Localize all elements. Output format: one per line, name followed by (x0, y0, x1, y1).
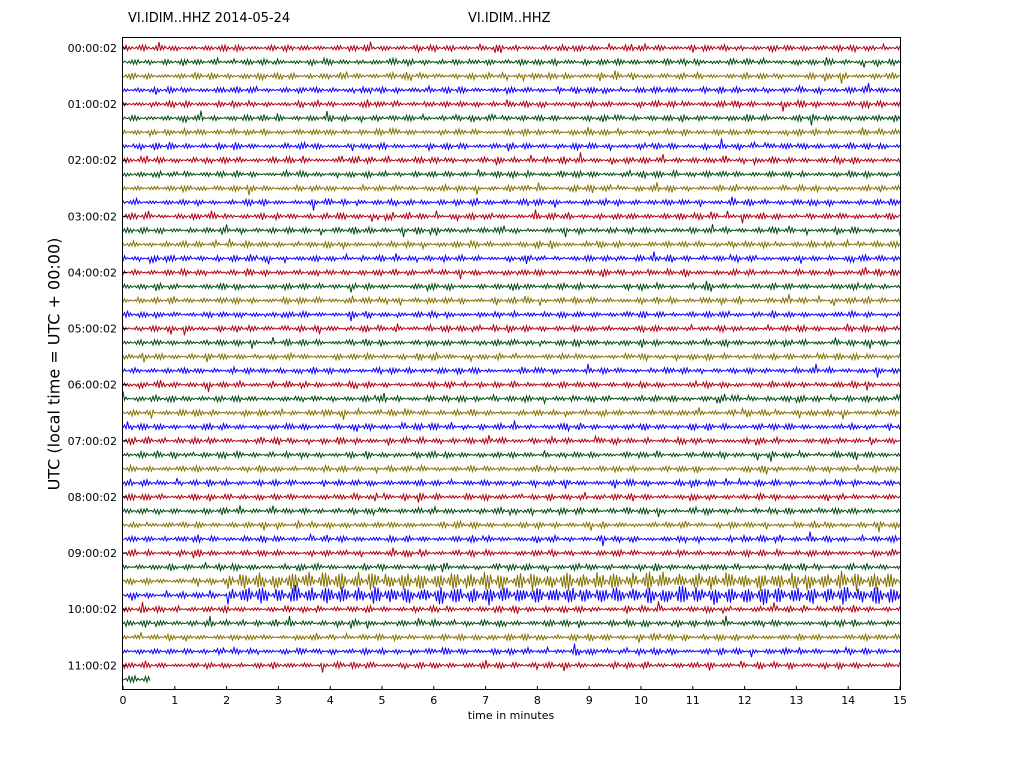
y-tick-label: 00:00:02 (68, 42, 117, 55)
seismic-trace (122, 126, 901, 138)
seismic-trace (122, 561, 901, 574)
seismic-trace (122, 196, 901, 211)
seismic-trace (122, 379, 901, 393)
y-tick-label: 06:00:02 (68, 379, 117, 392)
y-tick-label: 11:00:02 (68, 659, 117, 672)
seismic-trace (122, 615, 901, 629)
seismic-trace (122, 182, 901, 196)
seismic-trace (122, 420, 901, 433)
seismic-trace (122, 293, 901, 307)
x-tick-label: 7 (482, 694, 489, 707)
trace-group (122, 41, 901, 685)
seismic-trace (122, 41, 901, 54)
seismic-trace (122, 152, 901, 167)
y-axis-label: UTC (local time = UTC + 00:00) (44, 237, 64, 491)
y-tick-label: 04:00:02 (68, 266, 117, 279)
y-tick-label: 05:00:02 (68, 323, 117, 336)
seismic-trace (122, 224, 901, 238)
seismic-trace (122, 601, 901, 615)
x-tick-label: 5 (379, 694, 386, 707)
seismic-trace (122, 209, 901, 224)
x-tick-label: 10 (634, 694, 648, 707)
x-tick-label: 14 (841, 694, 855, 707)
seismic-trace (122, 570, 901, 592)
seismic-trace (122, 673, 151, 685)
seismic-trace (122, 98, 901, 112)
y-tick-label: 01:00:02 (68, 98, 117, 111)
seismic-trace (122, 585, 901, 606)
x-tick-label: 3 (275, 694, 282, 707)
seismic-trace (122, 463, 901, 475)
y-tick-label: 03:00:02 (68, 210, 117, 223)
y-tick-label: 10:00:02 (68, 603, 117, 616)
date-title: VI.IDIM..HHZ 2014-05-24 (128, 11, 291, 26)
seismic-trace (122, 363, 901, 378)
x-tick-label: 1 (171, 694, 178, 707)
seismic-trace (122, 491, 901, 503)
x-tick-label: 6 (430, 694, 437, 707)
seismic-trace (122, 631, 901, 643)
seismic-trace (122, 391, 901, 406)
seismic-trace (122, 477, 901, 489)
seismic-trace (122, 643, 901, 658)
plot-frame (122, 37, 901, 690)
seismic-trace (122, 351, 901, 364)
seismic-trace (122, 251, 901, 265)
chart-title: VI.IDIM..HHZ (468, 11, 551, 26)
y-tick-label: 07:00:02 (68, 435, 117, 448)
seismic-trace (122, 238, 901, 251)
seismic-trace (122, 56, 901, 68)
y-tick-label: 02:00:02 (68, 154, 117, 167)
y-tick-label: 09:00:02 (68, 547, 117, 560)
seismic-trace (122, 406, 901, 420)
x-tick-label: 15 (893, 694, 907, 707)
x-tick-label: 4 (327, 694, 334, 707)
seismic-trace (122, 336, 901, 349)
seismic-trace (122, 266, 901, 280)
seismic-trace (122, 280, 901, 293)
x-tick-label: 2 (223, 694, 230, 707)
seismic-trace (122, 531, 901, 547)
x-tick-label: 12 (738, 694, 752, 707)
x-tick-label: 8 (534, 694, 541, 707)
seismic-trace (122, 519, 901, 533)
seismic-trace (122, 659, 901, 673)
y-tick-label: 08:00:02 (68, 491, 117, 504)
seismic-trace (122, 82, 901, 96)
x-tick-label: 13 (789, 694, 803, 707)
seismic-trace (122, 547, 901, 559)
x-tick-label: 9 (586, 694, 593, 707)
seismic-trace (122, 168, 901, 180)
seismic-trace (122, 434, 901, 447)
seismic-trace (122, 448, 901, 462)
seismic-trace (122, 138, 901, 153)
seismic-trace (122, 309, 901, 322)
x-axis-label: time in minutes (467, 709, 555, 722)
seismic-trace (122, 322, 901, 336)
x-tick-label: 0 (120, 694, 127, 707)
seismic-trace (122, 504, 901, 518)
seismic-trace (123, 70, 901, 84)
y-axis-ticks: 00:00:02 01:00:02 02:00:02 03:00:02 04:00:02… (68, 42, 127, 672)
x-tick-label: 11 (686, 694, 700, 707)
seismic-trace (122, 110, 901, 126)
